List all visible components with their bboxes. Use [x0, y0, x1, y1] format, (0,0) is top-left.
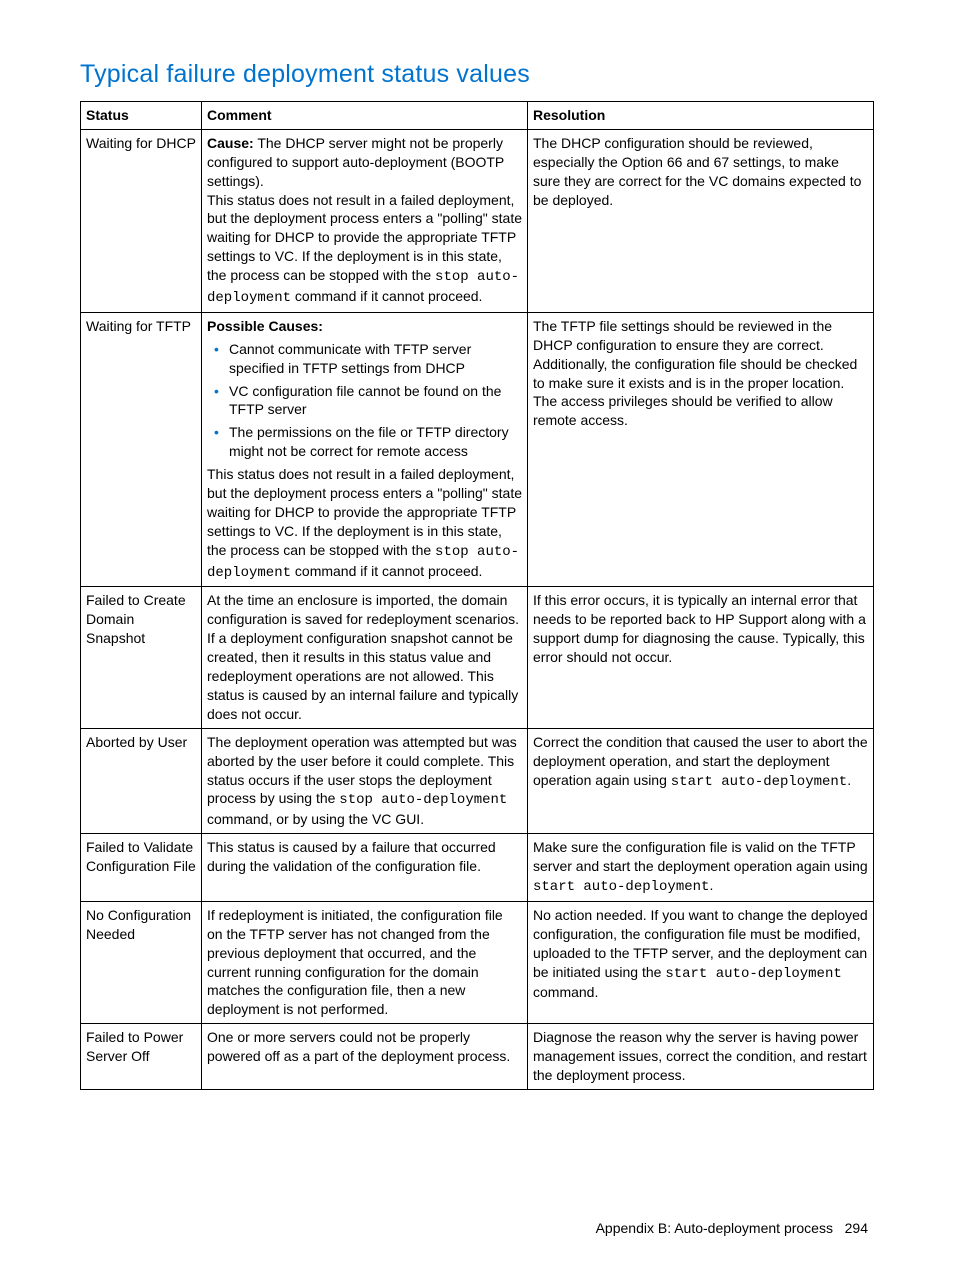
table-row: Aborted by User The deployment operation… — [81, 728, 874, 833]
comment-cell: At the time an enclosure is imported, th… — [202, 587, 528, 728]
comment-cell: This status is caused by a failure that … — [202, 834, 528, 902]
list-item: The permissions on the file or TFTP dire… — [229, 423, 522, 461]
page-heading: Typical failure deployment status values — [80, 60, 874, 89]
col-header-resolution: Resolution — [528, 102, 874, 130]
col-header-status: Status — [81, 102, 202, 130]
table-row: Waiting for TFTP Possible Causes: Cannot… — [81, 312, 874, 587]
causes-label: Possible Causes: — [207, 318, 323, 334]
status-cell: Failed to Validate Configuration File — [81, 834, 202, 902]
list-item: Cannot communicate with TFTP server spec… — [229, 340, 522, 378]
col-header-comment: Comment — [202, 102, 528, 130]
status-table: Status Comment Resolution Waiting for DH… — [80, 101, 874, 1090]
resolution-cell: The DHCP configuration should be reviewe… — [528, 129, 874, 312]
resolution-cell: Make sure the configuration file is vali… — [528, 834, 874, 902]
list-item: VC configuration file cannot be found on… — [229, 382, 522, 420]
table-row: Failed to Power Server Off One or more s… — [81, 1024, 874, 1090]
page-footer: Appendix B: Auto-deployment process 294 — [80, 1220, 874, 1236]
comment-cell: Possible Causes: Cannot communicate with… — [202, 312, 528, 587]
resolution-cell: Diagnose the reason why the server is ha… — [528, 1024, 874, 1090]
resolution-cell: The TFTP file settings should be reviewe… — [528, 312, 874, 587]
resolution-text: . — [709, 877, 713, 893]
comment-text: command if it cannot proceed. — [291, 563, 482, 579]
status-cell: Aborted by User — [81, 728, 202, 833]
status-cell: Waiting for DHCP — [81, 129, 202, 312]
code-inline: start auto-deployment — [533, 879, 709, 895]
table-row: Failed to Create Domain Snapshot At the … — [81, 587, 874, 728]
table-row: Failed to Validate Configuration File Th… — [81, 834, 874, 902]
resolution-cell: Correct the condition that caused the us… — [528, 728, 874, 833]
status-cell: Waiting for TFTP — [81, 312, 202, 587]
comment-cell: If redeployment is initiated, the config… — [202, 901, 528, 1023]
status-cell: Failed to Power Server Off — [81, 1024, 202, 1090]
resolution-cell: If this error occurs, it is typically an… — [528, 587, 874, 728]
resolution-text: Make sure the configuration file is vali… — [533, 839, 868, 874]
cause-label: Cause: — [207, 135, 254, 151]
code-inline: stop auto-deployment — [339, 792, 507, 808]
footer-section: Appendix B: Auto-deployment process — [596, 1220, 833, 1236]
footer-page: 294 — [845, 1220, 868, 1236]
code-inline: start auto-deployment — [665, 966, 841, 982]
comment-text: command, or by using the VC GUI. — [207, 811, 424, 827]
resolution-text: . — [847, 772, 851, 788]
table-header-row: Status Comment Resolution — [81, 102, 874, 130]
comment-cell: The deployment operation was attempted b… — [202, 728, 528, 833]
table-row: No Configuration Needed If redeployment … — [81, 901, 874, 1023]
status-cell: Failed to Create Domain Snapshot — [81, 587, 202, 728]
table-row: Waiting for DHCP Cause: The DHCP server … — [81, 129, 874, 312]
causes-list: Cannot communicate with TFTP server spec… — [207, 340, 522, 461]
comment-cell: Cause: The DHCP server might not be prop… — [202, 129, 528, 312]
code-inline: start auto-deployment — [671, 774, 847, 790]
status-cell: No Configuration Needed — [81, 901, 202, 1023]
comment-text: command if it cannot proceed. — [291, 288, 482, 304]
resolution-text: command. — [533, 984, 598, 1000]
resolution-cell: No action needed. If you want to change … — [528, 901, 874, 1023]
comment-cell: One or more servers could not be properl… — [202, 1024, 528, 1090]
